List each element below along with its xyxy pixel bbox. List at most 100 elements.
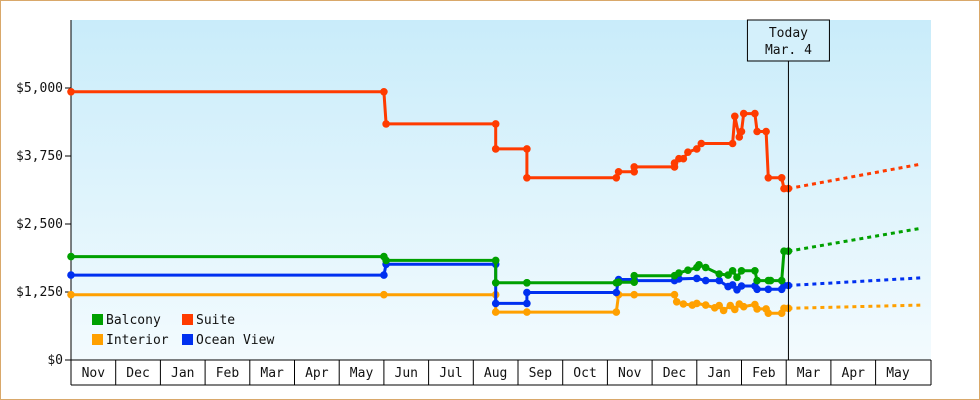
data-point-balcony [675, 269, 683, 277]
data-point-balcony [753, 276, 761, 285]
data-point-interior [719, 306, 728, 315]
data-point-interior [731, 305, 739, 314]
month-label: Dec [663, 366, 686, 381]
data-point-ocean-view [753, 285, 761, 294]
legend: Balcony Suite Interior Ocean View [92, 313, 274, 348]
data-point-ocean-view [491, 299, 500, 308]
forecast-line-suite [788, 162, 921, 191]
month-label: Dec [126, 366, 149, 381]
data-point-ocean-view [737, 282, 746, 290]
data-point-interior [523, 308, 531, 316]
forecast-line-interior [788, 303, 921, 310]
y-tick-label: $3,750 [16, 149, 63, 164]
legend-label-balcony: Balcony [106, 313, 161, 328]
data-point-ocean-view [523, 288, 531, 297]
data-point-interior [679, 300, 688, 308]
series-line-interior [71, 293, 789, 315]
data-point-suite [380, 88, 388, 96]
y-tick-label: $0 [47, 353, 63, 368]
y-tick-label: $2,500 [16, 217, 63, 232]
data-point-suite [523, 174, 531, 182]
month-label: Jul [439, 366, 462, 381]
data-point-balcony [491, 256, 500, 265]
data-point-balcony [737, 267, 746, 275]
month-label: Nov [82, 366, 106, 381]
data-point-balcony [733, 273, 741, 282]
y-axis: $0 $1,250 $2,500 $3,750 $5,000 [16, 20, 72, 368]
plot-background [71, 20, 931, 360]
data-point-ocean-view [67, 271, 75, 279]
data-point-ocean-view [728, 281, 737, 289]
data-point-balcony [766, 276, 775, 285]
data-point-suite [764, 174, 773, 182]
data-point-ocean-view [715, 276, 723, 285]
data-point-balcony [684, 266, 692, 275]
data-point-suite [523, 145, 531, 153]
today-box [746, 19, 830, 62]
data-point-suite [382, 120, 390, 128]
data-point-interior [672, 298, 681, 306]
month-label: May [350, 366, 374, 381]
data-point-balcony [614, 278, 623, 287]
data-point-suite [693, 145, 701, 153]
y-tick-label: $1,250 [16, 285, 63, 300]
data-point-suite [612, 174, 621, 182]
data-point-balcony [67, 252, 75, 261]
data-point-ocean-view [612, 288, 621, 297]
data-point-suite [614, 168, 623, 176]
y-tick-label: $5,000 [16, 81, 63, 96]
month-label: Feb [216, 366, 240, 381]
data-point-suite [679, 154, 688, 163]
data-point-balcony [630, 278, 638, 287]
data-point-interior [670, 290, 679, 299]
forecast-line-ocean-view [788, 276, 921, 287]
data-point-suite [630, 163, 638, 171]
data-point-interior [612, 308, 621, 316]
data-point-balcony [715, 270, 723, 278]
forecast-line-balcony [788, 226, 921, 253]
today-label: Today [769, 26, 808, 41]
data-point-suite [491, 120, 500, 128]
data-point-balcony [523, 279, 531, 287]
data-point-interior [491, 308, 500, 316]
data-point-interior [701, 301, 710, 309]
data-point-suite [751, 109, 759, 118]
series-interior [67, 290, 921, 318]
data-point-interior [67, 290, 75, 299]
data-point-suite [491, 145, 500, 153]
data-point-ocean-view [380, 271, 388, 279]
data-point-suite [762, 127, 770, 136]
data-point-interior [380, 290, 388, 299]
data-point-interior [739, 302, 748, 311]
month-label: Apr [305, 366, 329, 381]
data-point-ocean-view [523, 299, 531, 308]
month-label: Oct [573, 366, 596, 381]
data-point-balcony [751, 267, 759, 275]
legend-label-interior: Interior [106, 333, 169, 348]
month-label: Jun [395, 366, 418, 381]
data-point-balcony [695, 261, 703, 269]
data-point-balcony [728, 267, 737, 275]
data-point-ocean-view [693, 274, 701, 283]
data-point-suite [67, 88, 75, 96]
data-point-suite [753, 127, 761, 136]
month-label: Apr [842, 366, 866, 381]
legend-swatch-suite [182, 314, 193, 325]
series-balcony [67, 226, 921, 287]
legend-swatch-ocean-view [182, 334, 193, 345]
data-point-interior [753, 305, 761, 313]
month-label: Mar [797, 366, 821, 381]
month-label: Jan [171, 366, 194, 381]
month-label: May [886, 366, 910, 381]
series-ocean-view [67, 260, 921, 308]
data-point-suite [697, 139, 706, 148]
data-point-interior [764, 309, 773, 318]
month-label: Jan [707, 366, 730, 381]
legend-label-ocean-view: Ocean View [196, 333, 274, 348]
legend-swatch-interior [92, 334, 103, 345]
x-axis: Nov Dec Jan Feb Mar Apr May Jun Jul Aug Sep Oct Nov D… [70, 359, 932, 386]
month-label: Feb [752, 366, 776, 381]
data-point-balcony [382, 256, 390, 265]
data-point-balcony [777, 276, 786, 285]
